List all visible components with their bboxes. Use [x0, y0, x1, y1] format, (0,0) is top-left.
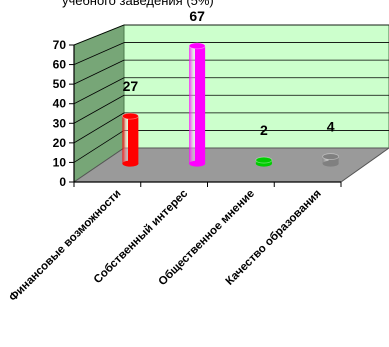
- y-tick-label: 20: [53, 136, 67, 150]
- bar-3: [322, 153, 340, 167]
- bar-2: [255, 156, 273, 167]
- bar-body: [122, 116, 139, 164]
- data-label-0: 27: [123, 78, 139, 94]
- bar-base: [322, 160, 339, 167]
- gridline-side: [73, 112, 125, 144]
- chart-title-fragment: учебного заведения (5%): [62, 0, 214, 8]
- x-category-label-0: Финансовые возможности: [7, 188, 123, 304]
- bar-1: [188, 42, 206, 167]
- gridline-side: [73, 130, 125, 163]
- bar-cap: [255, 156, 273, 164]
- bar-body: [322, 156, 339, 164]
- y-tick-label: 50: [53, 77, 67, 91]
- y-tick-label: 70: [53, 38, 67, 52]
- gridline-side: [73, 77, 125, 105]
- chart-floor: [72, 147, 389, 183]
- y-tick-label: 60: [53, 58, 67, 72]
- data-label-2: 2: [260, 122, 268, 138]
- data-label-3: 4: [327, 119, 335, 135]
- y-tick-label: 40: [53, 97, 67, 111]
- gridline-side: [73, 42, 125, 65]
- bar-base: [122, 160, 139, 167]
- back-wall: [123, 24, 389, 149]
- data-label-1: 67: [189, 8, 205, 24]
- gridline-side: [73, 24, 125, 46]
- y-tick-label: 0: [59, 175, 66, 189]
- bar-cap: [121, 112, 139, 120]
- gridline-side: [73, 94, 125, 124]
- bar-cap: [322, 153, 340, 160]
- y-tick-label: 30: [53, 116, 67, 130]
- bar-base: [189, 160, 206, 167]
- bar-cap: [188, 42, 206, 50]
- bar-body: [189, 45, 206, 164]
- y-tick-label: 10: [53, 155, 67, 169]
- gridline-side: [73, 59, 125, 85]
- bar-0: [121, 112, 139, 167]
